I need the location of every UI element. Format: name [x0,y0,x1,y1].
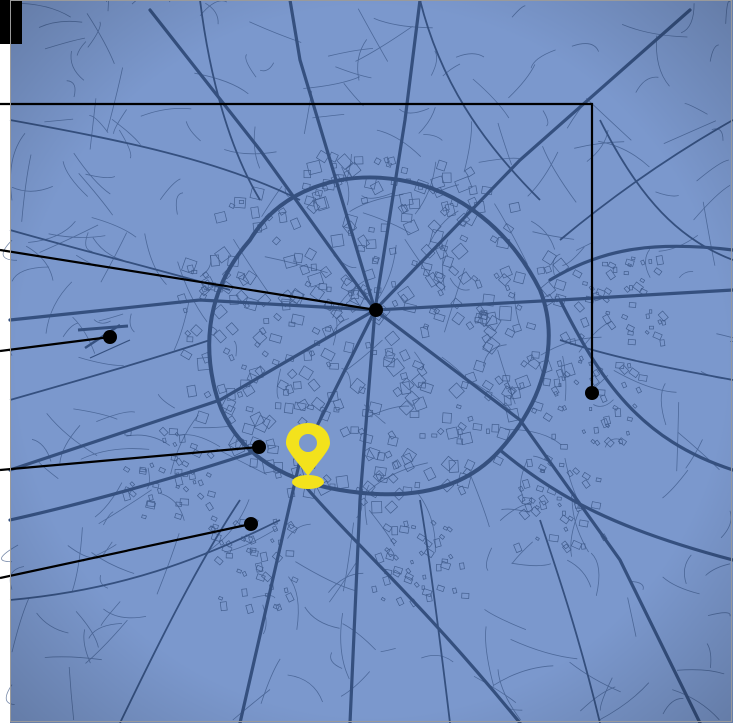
callout-marker-downtown[interactable] [369,303,383,317]
map-border [10,0,732,722]
location-pin-icon[interactable] [286,423,330,489]
leader-line-southwest [0,445,260,472]
leader-line-south [0,522,252,580]
leader-line-downtown [0,248,377,312]
callout-markers [103,303,599,531]
map-vignette [10,0,733,723]
leader-line-northeast [0,102,594,393]
callout-marker-northeast[interactable] [585,386,599,400]
callout-marker-airport[interactable] [103,330,117,344]
callout-marker-southwest[interactable] [252,440,266,454]
leader-line-airport [0,335,111,353]
callout-marker-south[interactable] [244,517,258,531]
leader-lines [0,102,594,580]
